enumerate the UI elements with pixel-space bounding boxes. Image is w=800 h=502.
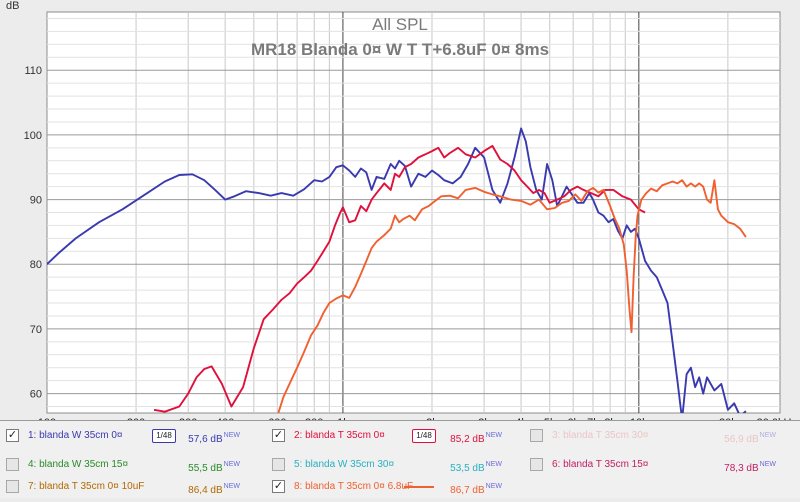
legend-entry: 5: blanda W 35cm 30¤ 53,5 dBNEW [272,454,502,476]
series-line-1 [47,127,747,413]
new-tag: NEW [223,461,240,468]
legend-label: 5: blanda W 35cm 30¤ [294,459,395,470]
legend-entry: ✓ 1: blanda W 35cm 0¤ 1/48 57,6 dBNEW [6,425,240,447]
y-tick-label: 90 [30,195,42,207]
legend-entry: ✓ 2: blanda T 35cm 0¤ 1/48 85,2 dBNEW [272,425,502,447]
legend-checkbox[interactable] [272,458,285,471]
new-tag: NEW [759,461,776,468]
legend-checkbox[interactable]: ✓ [6,429,19,442]
new-tag: NEW [759,432,776,439]
legend-checkbox[interactable] [6,458,19,471]
chart-canvas: 607080901001101002003004006008001k2k3k4k… [6,0,797,429]
legend-label: 6: blanda T 35cm 15¤ [552,459,649,470]
chart-title: All SPL [372,15,428,34]
legend-value: 55,5 dBNEW [188,461,240,474]
series-line-2 [153,144,646,413]
legend-entry: 4: blanda W 35cm 15¤ 55,5 dBNEW [6,454,240,476]
legend-checkbox[interactable]: ✓ [272,429,285,442]
legend-label: 3: blanda T 35cm 30¤ [552,430,649,441]
legend-label: 4: blanda W 35cm 15¤ [28,459,129,470]
legend-value: 57,6 dBNEW [188,432,240,445]
legend-checkbox[interactable] [6,480,19,493]
legend-entry: 6: blanda T 35cm 15¤ 78,3 dBNEW [530,454,776,476]
legend-checkbox[interactable]: ✓ [272,480,285,493]
legend-entry: 3: blanda T 35cm 30¤ 56,9 dBNEW [530,425,776,447]
smoothing-badge[interactable]: 1/48 [152,429,176,443]
y-tick-label: 70 [30,324,42,336]
legend-value: 86,7 dBNEW [450,483,502,496]
legend-checkbox[interactable] [530,458,543,471]
legend-label: 7: blanda T 35cm 0¤ 10uF [28,481,145,492]
legend-value: 53,5 dBNEW [450,461,502,474]
legend-panel: ✓ 1: blanda W 35cm 0¤ 1/48 57,6 dBNEW ✓ 2: bl… [0,420,800,498]
y-axis-label: dB [6,0,19,12]
y-tick-label: 80 [30,259,42,271]
legend-checkbox[interactable] [530,429,543,442]
legend-entry: 7: blanda T 35cm 0¤ 10uF 86,4 dBNEW [6,476,240,498]
legend-value: 86,4 dBNEW [188,483,240,496]
legend-label: 2: blanda T 35cm 0¤ [294,430,385,441]
legend-value: 78,3 dBNEW [724,461,776,474]
spl-chart: 607080901001101002003004006008001k2k3k4k… [6,0,797,429]
new-tag: NEW [223,432,240,439]
legend-label: 1: blanda W 35cm 0¤ [28,430,123,441]
y-tick-label: 110 [24,65,42,77]
series-line-3 [277,179,747,413]
new-tag: NEW [485,483,502,490]
y-tick-label: 60 [30,389,42,401]
chart-subtitle: MR18 Blanda 0¤ W T T+6.8uF 0¤ 8ms [251,40,549,59]
legend-label: 8: blanda T 35cm 0¤ 6.8uF [294,481,414,492]
legend-value: 85,2 dBNEW [450,432,502,445]
smoothing-badge[interactable]: 1/48 [412,429,436,443]
y-tick-label: 100 [24,130,42,142]
new-tag: NEW [485,461,502,468]
new-tag: NEW [485,432,502,439]
new-tag: NEW [223,483,240,490]
legend-value: 56,9 dBNEW [724,432,776,445]
legend-line-swatch [404,486,434,488]
legend-entry: ✓ 8: blanda T 35cm 0¤ 6.8uF 86,7 dBNEW [272,476,502,498]
